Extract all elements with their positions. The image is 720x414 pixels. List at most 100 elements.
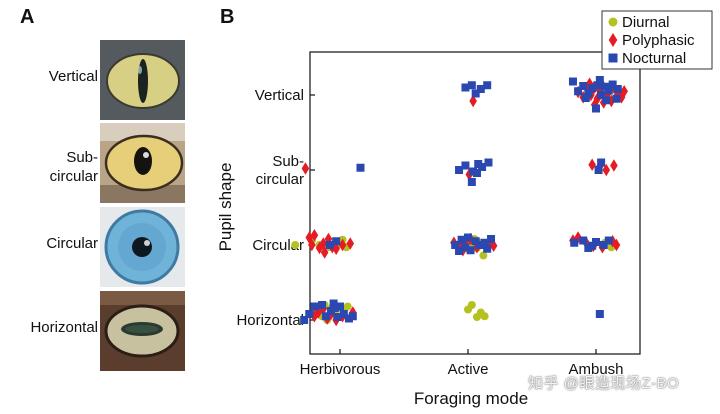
data-point-nocturnal — [595, 76, 604, 84]
data-point-nocturnal — [464, 233, 472, 242]
data-point-nocturnal — [604, 86, 613, 95]
data-point-nocturnal — [604, 236, 613, 245]
data-point-nocturnal — [300, 316, 309, 324]
data-point-polyphasic — [489, 239, 498, 252]
data-point-polyphasic — [308, 238, 316, 252]
data-point-nocturnal — [594, 166, 603, 174]
data-point-nocturnal — [595, 310, 604, 318]
data-point-polyphasic — [613, 88, 622, 101]
data-point-diurnal — [291, 241, 300, 249]
data-point-polyphasic — [320, 246, 329, 259]
data-point-nocturnal — [336, 302, 344, 311]
data-point-polyphasic — [469, 94, 477, 108]
data-point-nocturnal — [597, 91, 606, 99]
data-point-polyphasic — [602, 89, 611, 102]
data-point-nocturnal — [484, 158, 493, 167]
data-point-nocturnal — [356, 163, 365, 172]
data-point-nocturnal — [613, 85, 622, 93]
data-point-nocturnal — [597, 158, 606, 167]
eye-photo-circular — [100, 207, 185, 287]
data-point-nocturnal — [608, 80, 617, 89]
data-point-nocturnal — [348, 312, 357, 321]
data-point-polyphasic — [315, 241, 324, 255]
data-point-nocturnal — [325, 241, 334, 249]
data-point-nocturnal — [487, 235, 496, 243]
data-point-nocturnal — [592, 104, 600, 113]
data-point-diurnal — [480, 312, 489, 321]
data-point-nocturnal — [332, 237, 341, 246]
y-tick-label: Circular — [252, 237, 304, 254]
data-point-nocturnal — [461, 243, 470, 252]
data-point-polyphasic — [602, 163, 611, 177]
watermark: 知乎 @眼造现场Z-BO — [528, 375, 680, 392]
data-point-nocturnal — [581, 94, 590, 102]
data-point-polyphasic — [607, 94, 616, 108]
eye-label-circular: Circular — [46, 235, 98, 252]
data-point-nocturnal — [305, 310, 314, 318]
data-point-nocturnal — [461, 161, 470, 170]
data-point-nocturnal — [483, 81, 492, 90]
data-point-nocturnal — [478, 163, 487, 171]
data-point-nocturnal — [612, 94, 621, 103]
data-point-polyphasic — [332, 242, 340, 255]
legend-marker-polyphasic — [608, 33, 618, 47]
legend-label-polyphasic: Polyphasic — [622, 32, 695, 49]
data-point-polyphasic — [305, 231, 314, 244]
data-point-nocturnal — [321, 312, 330, 321]
y-tick-label: Vertical — [255, 87, 304, 104]
panel-a-letter: A — [20, 6, 35, 28]
eye-photo-horizontal — [100, 291, 185, 371]
data-point-polyphasic — [456, 240, 465, 253]
series-nocturnal — [300, 76, 622, 324]
data-point-nocturnal — [467, 178, 476, 186]
data-point-nocturnal — [333, 313, 342, 321]
data-point-nocturnal — [451, 241, 460, 249]
legend-label-nocturnal: Nocturnal — [622, 50, 686, 67]
y-axis-title: Pupil shape — [216, 163, 235, 252]
data-point-nocturnal — [570, 238, 579, 247]
data-point-nocturnal — [310, 302, 319, 311]
eye-label-horizontal: Horizontal — [30, 319, 98, 336]
data-point-polyphasic — [610, 159, 618, 172]
data-point-nocturnal — [472, 169, 481, 177]
data-point-polyphasic — [612, 238, 621, 252]
data-point-polyphasic — [588, 158, 596, 171]
data-point-nocturnal — [584, 244, 593, 252]
data-point-nocturnal — [339, 310, 348, 318]
data-point-nocturnal — [455, 247, 464, 255]
legend-box — [601, 10, 713, 70]
data-point-nocturnal — [592, 238, 600, 246]
data-point-diurnal — [343, 302, 352, 311]
data-point-nocturnal — [588, 84, 597, 93]
data-point-nocturnal — [584, 89, 593, 98]
data-point-nocturnal — [329, 299, 338, 308]
eye-photo-vertical — [100, 40, 185, 120]
data-point-polyphasic — [324, 232, 333, 246]
data-point-polyphasic — [620, 85, 628, 98]
data-point-polyphasic — [301, 162, 310, 175]
data-point-nocturnal — [471, 89, 480, 98]
eye-label-vertical: Vertical — [48, 68, 98, 85]
y-tick-label: Horizontal — [236, 312, 304, 329]
x-axis-title: Foraging mode — [414, 389, 528, 408]
panel-b-letter: B — [220, 6, 235, 28]
x-tick-label: Ambush — [568, 361, 623, 378]
x-tick-label: Herbivorous — [300, 361, 381, 378]
plot-area-frame — [309, 51, 641, 355]
series-polyphasic — [301, 77, 628, 327]
legend-marker-diurnal — [608, 17, 618, 27]
legend-marker-nocturnal — [608, 53, 618, 63]
data-point-nocturnal — [455, 166, 464, 174]
y-tick-label: Sub-circular — [256, 153, 304, 188]
data-point-polyphasic — [338, 238, 347, 252]
data-point-diurnal — [464, 305, 472, 314]
data-point-polyphasic — [310, 229, 319, 242]
data-point-nocturnal — [475, 241, 484, 249]
data-point-nocturnal — [467, 81, 476, 90]
data-point-nocturnal — [466, 246, 475, 255]
data-point-nocturnal — [318, 301, 327, 309]
data-point-nocturnal — [602, 96, 611, 105]
data-point-polyphasic — [319, 237, 328, 250]
